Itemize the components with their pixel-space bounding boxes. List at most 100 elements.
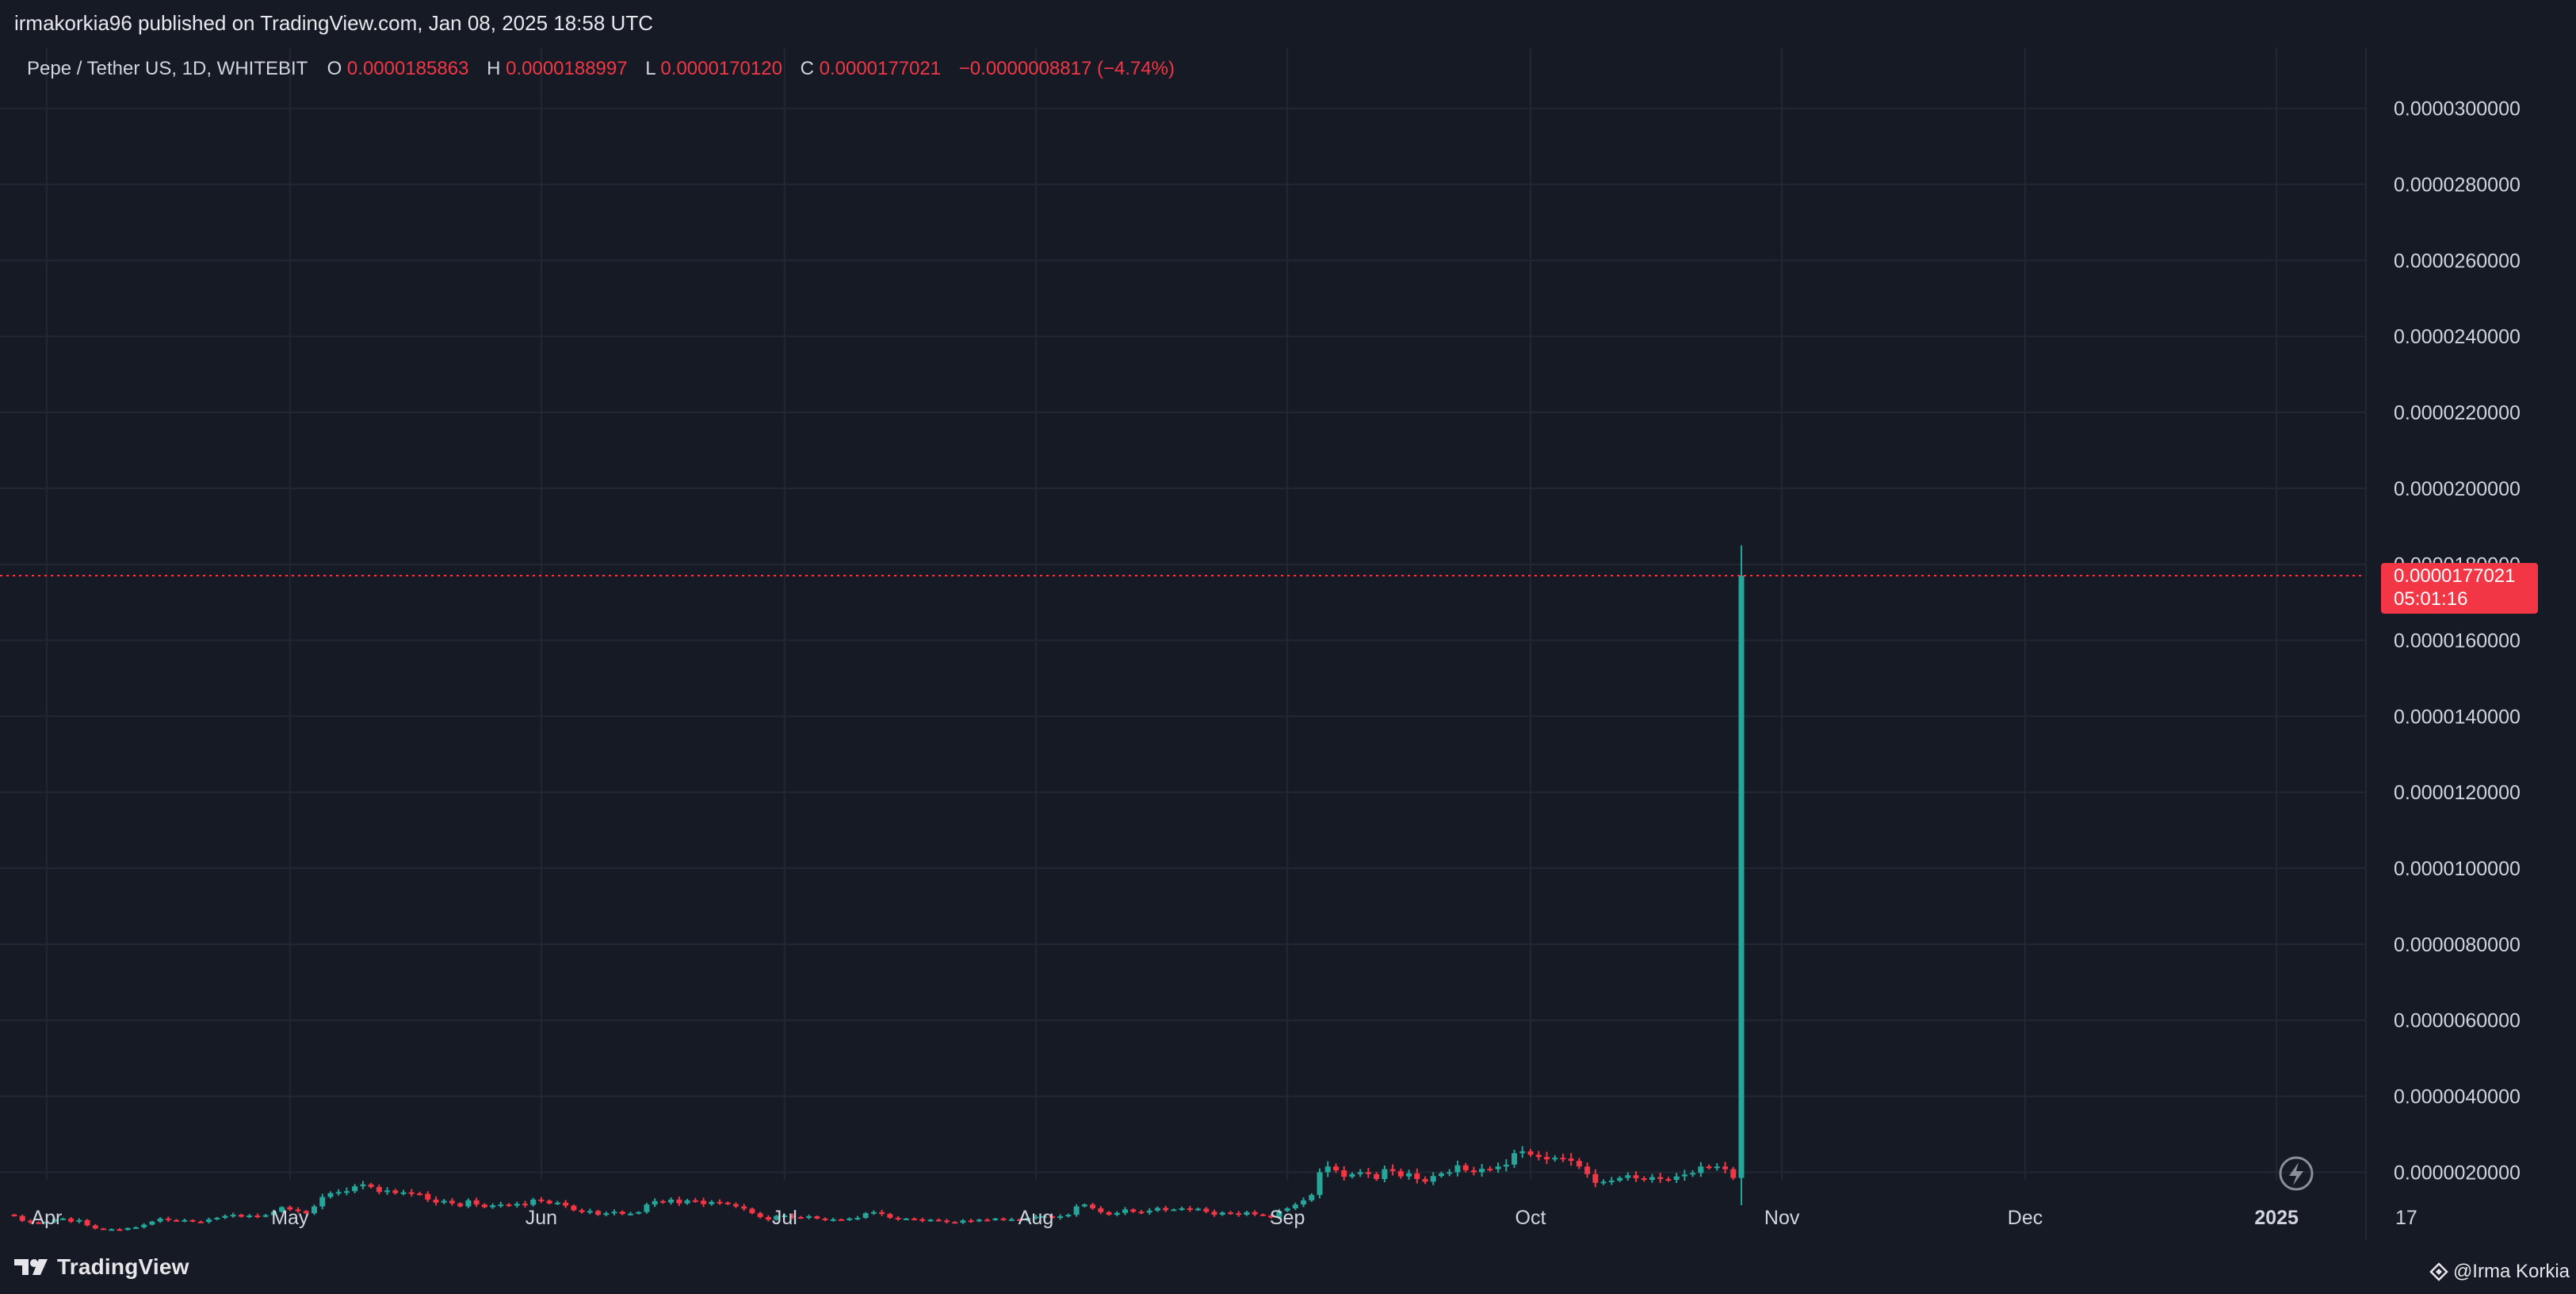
candle xyxy=(1462,1162,1469,1173)
candle xyxy=(1722,1162,1729,1173)
candle xyxy=(214,1216,220,1220)
candle xyxy=(1268,1214,1275,1219)
candle xyxy=(782,1214,788,1218)
candle xyxy=(854,1216,861,1220)
candle xyxy=(514,1201,520,1208)
candle xyxy=(490,1203,496,1209)
candle xyxy=(52,1217,58,1223)
candle xyxy=(68,1217,75,1223)
candle xyxy=(1600,1179,1607,1185)
candle xyxy=(611,1209,617,1216)
candle xyxy=(1341,1166,1347,1181)
candle xyxy=(270,1209,277,1217)
candle xyxy=(1276,1208,1282,1219)
candle xyxy=(335,1189,342,1196)
legend-high-value: 0.0000188997 xyxy=(506,58,628,79)
candle xyxy=(1008,1217,1015,1222)
candle xyxy=(238,1213,244,1218)
candle xyxy=(1374,1172,1380,1181)
candle xyxy=(1649,1173,1655,1183)
publish-header: irmakorkia96 published on TradingView.co… xyxy=(0,0,2576,48)
legend-high-label: H xyxy=(487,58,500,79)
candle xyxy=(1106,1211,1112,1216)
candle xyxy=(1081,1203,1087,1208)
candle xyxy=(157,1217,163,1223)
candle xyxy=(441,1199,447,1204)
price-tick-label: 0.0000120000 xyxy=(2394,782,2521,804)
price-tick-label: 0.0000040000 xyxy=(2394,1086,2521,1108)
candle xyxy=(822,1217,828,1222)
price-tick-label: 0.0000100000 xyxy=(2394,858,2521,880)
candle xyxy=(1454,1160,1461,1177)
candle xyxy=(109,1228,115,1231)
legend-symbol: Pepe / Tether US, 1D, WHITEBIT xyxy=(27,58,308,79)
candle xyxy=(1203,1207,1210,1214)
candle xyxy=(1244,1211,1250,1216)
candle xyxy=(124,1227,131,1231)
candle xyxy=(692,1197,698,1204)
candle xyxy=(1317,1168,1323,1199)
grid xyxy=(0,48,2367,1240)
candle xyxy=(1438,1171,1444,1178)
candle xyxy=(1332,1163,1339,1173)
tradingview-logo[interactable]: TradingView xyxy=(14,1254,189,1280)
candle xyxy=(530,1197,537,1207)
candle xyxy=(1519,1146,1526,1158)
candle xyxy=(222,1214,228,1219)
candle xyxy=(1714,1163,1720,1171)
candle xyxy=(149,1220,155,1226)
price-tick-label: 0.0000280000 xyxy=(2394,174,2521,197)
candle xyxy=(968,1219,974,1223)
candle xyxy=(546,1199,552,1205)
candle xyxy=(1195,1207,1202,1212)
candle xyxy=(789,1213,796,1219)
candle xyxy=(992,1217,999,1221)
price-tag-value: 0.0000177021 xyxy=(2394,565,2516,587)
candle xyxy=(1406,1170,1412,1180)
candle xyxy=(538,1196,545,1204)
candle xyxy=(498,1201,504,1208)
candle xyxy=(295,1207,301,1213)
candle xyxy=(903,1217,909,1220)
candle xyxy=(1171,1208,1177,1212)
candle xyxy=(919,1217,926,1223)
candle xyxy=(1211,1209,1217,1217)
candle xyxy=(425,1191,431,1202)
candle xyxy=(1365,1167,1371,1178)
candle xyxy=(644,1202,650,1214)
candle xyxy=(117,1227,123,1231)
candle xyxy=(84,1219,90,1227)
candle xyxy=(352,1184,358,1193)
candle xyxy=(676,1196,682,1207)
candle xyxy=(19,1214,25,1223)
candle xyxy=(481,1203,487,1208)
candle xyxy=(1349,1172,1355,1179)
candle xyxy=(847,1217,853,1221)
candle xyxy=(935,1218,942,1222)
candle xyxy=(1681,1170,1687,1181)
candle xyxy=(1228,1211,1233,1216)
price-tick-label: 0.0000300000 xyxy=(2394,98,2521,121)
candle xyxy=(870,1210,877,1216)
candle xyxy=(1568,1153,1574,1166)
candle xyxy=(197,1220,204,1223)
candle xyxy=(101,1227,107,1231)
time-axis[interactable]: Apr May Jun Jul Aug Sep Oct Nov Dec 2025 17 xyxy=(31,1207,2417,1229)
candle xyxy=(587,1208,593,1215)
lightning-icon[interactable] xyxy=(2279,1156,2314,1191)
candle xyxy=(182,1218,188,1223)
candle xyxy=(1479,1163,1485,1177)
candle xyxy=(757,1212,763,1219)
legend-change: −0.0000008817 (−4.74%) xyxy=(959,58,1175,79)
candle xyxy=(765,1215,771,1222)
candle xyxy=(408,1189,415,1197)
candle xyxy=(1625,1172,1631,1181)
svg-text:Pepe / Tether US, 1D, WHITEBIT: Pepe / Tether US, 1D, WHITEBIT O 0.00001… xyxy=(27,58,1175,79)
price-tag-countdown: 05:01:16 xyxy=(2394,588,2467,610)
candle xyxy=(814,1215,820,1219)
candle xyxy=(668,1197,675,1205)
candlestick-chart[interactable]: 0.0000020000 0.0000040000 0.0000060000 0.00… xyxy=(0,48,2576,1240)
footer: TradingView @Irma Korkia xyxy=(0,1240,2576,1294)
candle xyxy=(1000,1217,1007,1221)
price-axis[interactable]: 0.0000020000 0.0000040000 0.0000060000 0.00… xyxy=(2394,98,2521,1185)
